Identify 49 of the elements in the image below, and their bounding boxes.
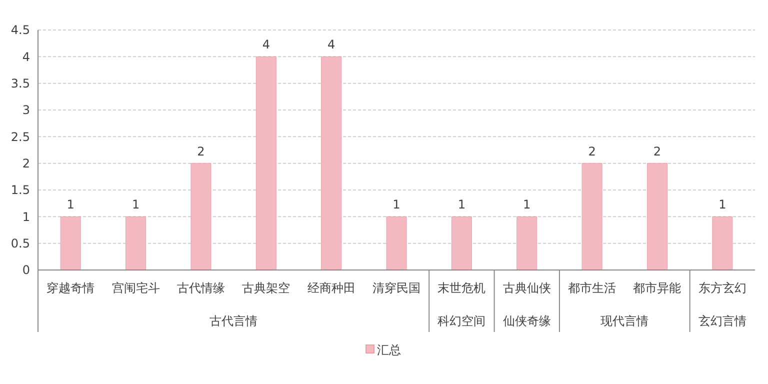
x-tick-label: 经商种田: [307, 281, 356, 295]
x-tick-label: 宫闱宅斗: [112, 281, 160, 295]
y-tick-label: 2.5: [10, 130, 30, 144]
data-label: 1: [718, 198, 726, 212]
bar: [712, 216, 733, 270]
data-label: 1: [392, 198, 400, 212]
x-tick-label: 古典架空: [242, 281, 290, 295]
x-tick-label: 都市生活: [568, 281, 616, 295]
data-label: 1: [66, 198, 74, 212]
bar: [321, 56, 342, 270]
bar: [126, 216, 146, 270]
y-tick-label: 2: [22, 156, 30, 171]
y-tick-label: 1: [22, 210, 30, 224]
x-tick-label: 都市异能: [633, 281, 682, 295]
text: 仙侠奇缘: [502, 314, 551, 328]
text: 科幻空间: [438, 314, 486, 328]
data-label: 1: [458, 198, 466, 212]
x-tick-label: 古代情缘: [176, 281, 225, 295]
data-label: 4: [262, 38, 270, 52]
bar: [516, 216, 538, 270]
data-label: 2: [588, 144, 596, 158]
data-label: 4: [328, 38, 336, 52]
bar: [582, 163, 602, 270]
text: 古代言情: [210, 314, 258, 328]
x-tick-label: 清穿民国: [372, 281, 420, 295]
y-tick-label: 4.5: [10, 23, 30, 38]
data-label: 1: [523, 198, 531, 212]
x-tick-label: 穿越奇情: [46, 281, 95, 295]
data-label: 2: [653, 144, 662, 158]
y-tick-label: 1.5: [10, 183, 30, 198]
bar: [190, 163, 212, 270]
legend-label: 汇总: [377, 343, 401, 358]
bar: [256, 56, 276, 270]
data-label: 2: [197, 144, 205, 158]
y-tick-label: 3.5: [10, 76, 30, 91]
y-tick-label: 0: [22, 263, 30, 278]
y-tick-label: 3: [22, 103, 30, 118]
y-tick-label: 0.5: [10, 236, 30, 251]
x-tick-label: 古典仙侠: [502, 281, 551, 295]
x-tick-label: 东方玄幻: [698, 281, 746, 295]
bar: [646, 163, 668, 270]
data-label: 1: [132, 198, 140, 212]
y-tick-label: 4: [22, 50, 30, 64]
bar: [386, 216, 407, 270]
bar: [60, 216, 81, 270]
x-tick-label: 末世危机: [438, 281, 486, 295]
text: 现代言情: [600, 314, 649, 328]
text: 玄幻言情: [698, 314, 746, 328]
bar: [451, 216, 472, 270]
